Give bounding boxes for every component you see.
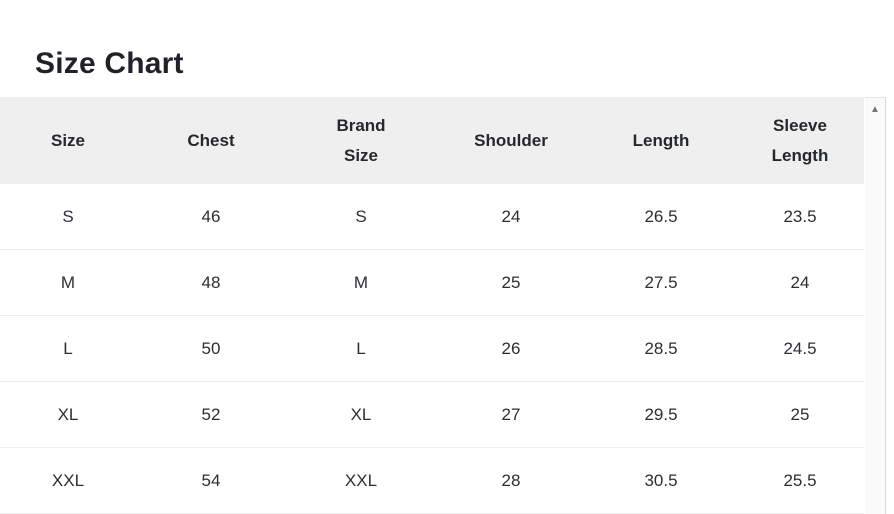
vertical-scrollbar[interactable]: ▲ — [865, 97, 886, 514]
table-row: M 48 M 25 27.5 24 — [0, 250, 864, 316]
cell-length: 27.5 — [644, 272, 678, 292]
cell-sleeve_length: 24 — [790, 272, 810, 292]
column-header-label: Shoulder — [474, 130, 548, 150]
column-header-length: Length — [586, 126, 736, 156]
cell-shoulder: 27 — [501, 404, 521, 424]
cell-brand_size: XL — [350, 404, 372, 424]
cell-sleeve_length: 25 — [790, 404, 810, 424]
cell-size: L — [63, 338, 73, 358]
column-header-chest: Chest — [136, 126, 286, 156]
cell-chest: 46 — [201, 206, 221, 226]
cell-shoulder: 25 — [501, 272, 521, 292]
cell-size: XXL — [51, 470, 85, 490]
cell-chest: 50 — [201, 338, 221, 358]
size-chart-table: Size Chest Brand Size Shoulder Length Sleeve … — [0, 97, 864, 514]
cell-length: 26.5 — [644, 206, 678, 226]
cell-sleeve_length: 24.5 — [783, 338, 817, 358]
cell-brand_size: M — [353, 272, 369, 292]
cell-shoulder: 24 — [501, 206, 521, 226]
cell-chest: 52 — [201, 404, 221, 424]
table-header-row: Size Chest Brand Size Shoulder Length Sleeve … — [0, 97, 864, 184]
cell-size: S — [62, 206, 74, 226]
column-header-label: Sleeve Length — [771, 115, 829, 165]
cell-sleeve_length: 23.5 — [783, 206, 817, 226]
cell-chest: 48 — [201, 272, 221, 292]
table-row: XXL 54 XXL 28 30.5 25.5 — [0, 448, 864, 514]
table-row: XL 52 XL 27 29.5 25 — [0, 382, 864, 448]
cell-brand_size: S — [355, 206, 367, 226]
cell-shoulder: 28 — [501, 470, 521, 490]
cell-size: M — [60, 272, 76, 292]
cell-shoulder: 26 — [501, 338, 521, 358]
cell-chest: 54 — [201, 470, 221, 490]
column-header-label: Brand Size — [336, 115, 386, 165]
cell-length: 29.5 — [644, 404, 678, 424]
column-header-label: Size — [50, 130, 86, 150]
table-row: S 46 S 24 26.5 23.5 — [0, 184, 864, 250]
cell-length: 28.5 — [644, 338, 678, 358]
column-header-brand_size: Brand Size — [286, 111, 436, 171]
column-header-sleeve_length: Sleeve Length — [736, 111, 864, 171]
cell-size: XL — [57, 404, 79, 424]
cell-brand_size: L — [356, 338, 366, 358]
table-row: L 50 L 26 28.5 24.5 — [0, 316, 864, 382]
column-header-label: Chest — [187, 130, 235, 150]
column-header-shoulder: Shoulder — [436, 126, 586, 156]
cell-brand_size: XXL — [344, 470, 378, 490]
table-body: S 46 S 24 26.5 23.5 M 48 M 25 27.5 24 L 50 L 26 28.5 24.5… — [0, 184, 864, 514]
column-header-size: Size — [0, 126, 136, 156]
cell-length: 30.5 — [644, 470, 678, 490]
scroll-up-arrow-icon[interactable]: ▲ — [870, 104, 880, 115]
column-header-label: Length — [632, 130, 690, 150]
page-title: Size Chart — [35, 47, 184, 81]
cell-sleeve_length: 25.5 — [783, 470, 817, 490]
